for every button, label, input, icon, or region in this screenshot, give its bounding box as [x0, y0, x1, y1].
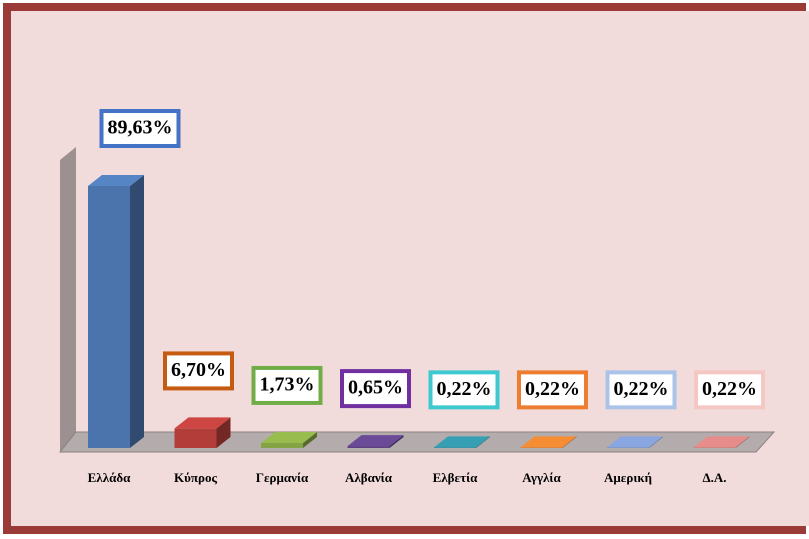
data-label-box	[605, 370, 677, 410]
data-label: 0,65%	[348, 377, 403, 399]
bar-side	[735, 436, 750, 448]
bar-top	[607, 436, 663, 448]
bar-top	[434, 436, 490, 448]
data-label-box	[428, 370, 500, 410]
bar	[607, 436, 663, 448]
bar-side	[303, 431, 317, 448]
bar-front	[261, 442, 303, 448]
bar-front	[693, 447, 736, 448]
bar-side	[389, 435, 404, 448]
bar	[88, 175, 144, 448]
bar-side	[130, 175, 144, 448]
bar-top	[88, 175, 144, 186]
bar-top	[261, 431, 317, 443]
bar	[174, 417, 231, 448]
data-label-box	[251, 365, 323, 405]
x-tick-label: Γερμανία	[256, 470, 309, 485]
bar-top	[520, 436, 577, 448]
data-label: 6,70%	[171, 359, 226, 381]
bar	[693, 436, 750, 448]
bar-side	[562, 436, 577, 448]
data-label: 1,73%	[260, 374, 315, 396]
data-label-box	[163, 351, 234, 391]
bar-side	[476, 436, 490, 448]
bar	[347, 435, 404, 448]
x-tick-label: Κύπρος	[174, 470, 217, 485]
bar-top	[693, 436, 750, 448]
data-label-box	[517, 370, 588, 410]
bar-front	[434, 447, 476, 448]
bar-top	[347, 435, 404, 447]
data-label: 89,63%	[108, 117, 173, 139]
data-label-box	[340, 369, 411, 409]
x-tick-label: Αγγλία	[522, 470, 561, 485]
data-label: 0,22%	[702, 378, 757, 400]
bar-top	[174, 417, 231, 429]
data-label-box	[694, 370, 765, 410]
x-tick-label: Δ.Α.	[702, 470, 726, 485]
bar-front	[88, 186, 130, 448]
bar-side	[216, 417, 231, 448]
data-label-box	[99, 109, 181, 148]
x-tick-label: Ελβετία	[433, 470, 478, 485]
bar	[261, 431, 317, 448]
bar-front	[174, 428, 217, 448]
bar-front	[607, 447, 649, 448]
x-tick-label: Αλβανία	[345, 470, 393, 485]
bar	[434, 436, 490, 448]
x-tick-label: Αμερική	[604, 470, 652, 485]
bar-front	[347, 446, 390, 448]
x-tick-label: Ελλάδα	[88, 470, 131, 485]
data-label: 0,22%	[614, 378, 669, 400]
floor	[58, 431, 776, 453]
bar-side	[649, 436, 663, 448]
bar	[520, 436, 577, 448]
back-wall	[60, 147, 76, 452]
data-label: 0,22%	[525, 378, 580, 400]
data-label: 0,22%	[437, 378, 492, 400]
bar-front	[520, 447, 563, 448]
